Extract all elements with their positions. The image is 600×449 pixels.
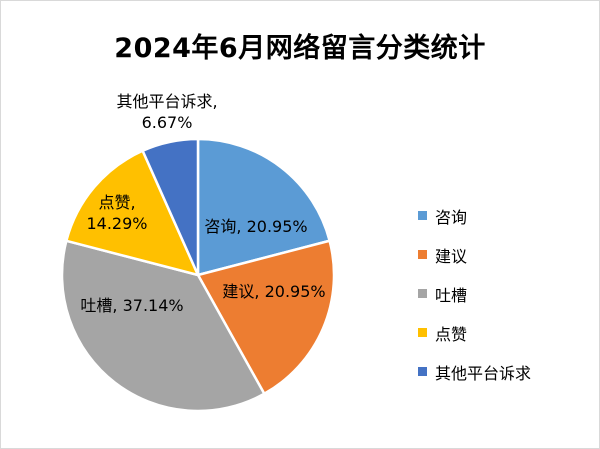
- slice-complaint: [60, 239, 266, 413]
- legend-swatch: [418, 250, 427, 259]
- legend-item-other: 其他平台诉求: [418, 352, 531, 391]
- chart-title: 2024年6月网络留言分类统计: [114, 33, 486, 64]
- slice-consult: [196, 137, 331, 277]
- legend-label: 咨询: [435, 207, 468, 227]
- legend-swatch: [418, 211, 427, 220]
- chart-legend: 咨询 建议 吐槽 点赞 其他平台诉求: [418, 196, 531, 391]
- legend-label: 点赞: [435, 324, 468, 344]
- data-label: 建议, 20.95%: [222, 282, 325, 301]
- data-label: 点赞, 14.29%: [86, 193, 147, 233]
- data-label: 吐槽, 37.14%: [80, 296, 183, 315]
- legend-label: 其他平台诉求: [435, 363, 532, 383]
- slice-other: [141, 137, 200, 277]
- legend-label: 吐槽: [435, 285, 468, 305]
- legend-item-complaint: 吐槽: [418, 274, 531, 313]
- slice-praise: [65, 149, 200, 277]
- legend-label: 建议: [435, 246, 468, 266]
- slice-suggestion: [196, 239, 336, 396]
- legend-item-suggestion: 建议: [418, 235, 531, 274]
- legend-item-consult: 咨询: [418, 196, 531, 235]
- legend-swatch: [418, 328, 427, 337]
- legend-swatch: [418, 289, 427, 298]
- legend-item-praise: 点赞: [418, 313, 531, 352]
- data-label: 其他平台诉求, 6.67%: [116, 92, 217, 132]
- legend-swatch: [418, 367, 427, 376]
- data-label: 咨询, 20.95%: [204, 217, 307, 236]
